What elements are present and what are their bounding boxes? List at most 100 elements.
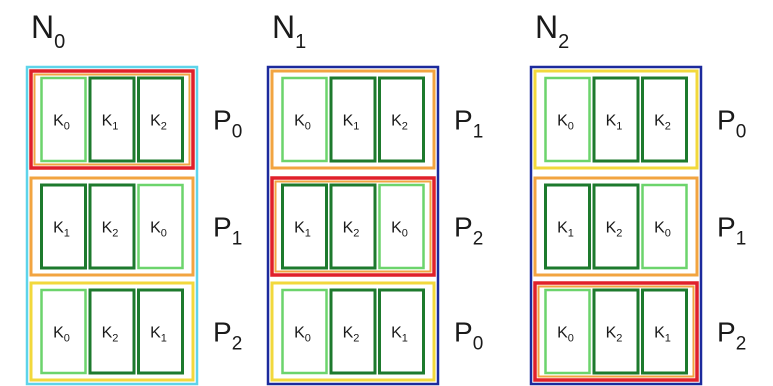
key-cell: K0 bbox=[281, 76, 328, 163]
partition-band-inner bbox=[537, 285, 695, 378]
key-label: K1 bbox=[654, 325, 671, 345]
partition-label: P2 bbox=[717, 317, 746, 355]
key-cell-box bbox=[137, 76, 184, 163]
partition-label: P1 bbox=[717, 212, 746, 250]
key-cell-box bbox=[88, 183, 136, 270]
key-label: K2 bbox=[102, 325, 119, 345]
key-label: K1 bbox=[294, 220, 311, 240]
key-cell-box bbox=[281, 183, 328, 270]
key-label: K0 bbox=[294, 113, 311, 133]
partition-band bbox=[29, 69, 195, 170]
key-cell: K1 bbox=[137, 288, 184, 375]
key-cell-box bbox=[378, 288, 425, 375]
key-cell: K1 bbox=[641, 288, 688, 375]
key-cell-box bbox=[329, 76, 377, 163]
key-cell: K2 bbox=[329, 183, 377, 270]
key-label: K0 bbox=[391, 220, 408, 240]
key-label: K0 bbox=[557, 113, 574, 133]
key-label: K0 bbox=[294, 325, 311, 345]
key-cell-box bbox=[378, 76, 425, 163]
partition-label: P0 bbox=[454, 317, 483, 355]
key-label: K2 bbox=[150, 113, 167, 133]
partition-band bbox=[270, 281, 436, 382]
partition-band-inner bbox=[274, 180, 432, 273]
key-label: K2 bbox=[606, 220, 623, 240]
partition-band bbox=[533, 69, 699, 170]
key-label: K1 bbox=[53, 220, 70, 240]
node-outline bbox=[25, 65, 199, 386]
partition-label: P0 bbox=[213, 105, 242, 143]
key-label: K2 bbox=[343, 325, 360, 345]
key-cell: K2 bbox=[329, 288, 377, 375]
key-cell: K1 bbox=[329, 76, 377, 163]
key-cell-box bbox=[592, 76, 640, 163]
key-cell: K0 bbox=[137, 183, 184, 270]
key-cell: K1 bbox=[281, 183, 328, 270]
key-label: K1 bbox=[606, 113, 623, 133]
key-cell: K1 bbox=[544, 183, 591, 270]
key-cell: K1 bbox=[88, 76, 136, 163]
key-cell-box bbox=[544, 183, 591, 270]
key-cell-box bbox=[544, 76, 591, 163]
partition-row: K1 K2 K0 P1 bbox=[29, 176, 242, 277]
partition-row: K0 K2 K1 P2 bbox=[533, 281, 746, 382]
node-title: N0 bbox=[31, 9, 65, 53]
key-label: K1 bbox=[150, 325, 167, 345]
node-outline bbox=[266, 65, 440, 386]
key-cell-box bbox=[88, 76, 136, 163]
key-cell: K2 bbox=[88, 183, 136, 270]
key-cell: K0 bbox=[544, 76, 591, 163]
key-cell-box bbox=[641, 288, 688, 375]
key-cell: K0 bbox=[378, 183, 425, 270]
key-label: K0 bbox=[654, 220, 671, 240]
key-label: K2 bbox=[343, 220, 360, 240]
key-cell: K0 bbox=[641, 183, 688, 270]
key-label: K1 bbox=[102, 113, 119, 133]
key-cell-box bbox=[329, 288, 377, 375]
key-cell-box bbox=[137, 288, 184, 375]
key-cell: K2 bbox=[592, 183, 640, 270]
partition-label: P2 bbox=[213, 317, 242, 355]
key-cell: K0 bbox=[40, 76, 87, 163]
partition-row: K1 K2 K0 P1 bbox=[533, 176, 746, 277]
node-title: N2 bbox=[535, 9, 569, 53]
partition-row: K1 K2 K0 P2 bbox=[270, 176, 483, 277]
key-cell-box bbox=[641, 76, 688, 163]
partition-label: P1 bbox=[454, 105, 483, 143]
key-cell: K0 bbox=[40, 288, 87, 375]
key-cell: K2 bbox=[88, 288, 136, 375]
partition-band bbox=[270, 176, 436, 277]
key-cell-box bbox=[281, 76, 328, 163]
partition-label: P1 bbox=[213, 212, 242, 250]
key-cell-box bbox=[329, 183, 377, 270]
node-n2: N2 K0 K1 K2 P0 K1 K2 K0 P1 K0 K2 K1 P2 bbox=[529, 9, 746, 386]
partition-band bbox=[533, 281, 699, 382]
key-cell: K2 bbox=[592, 288, 640, 375]
key-cell-box bbox=[544, 288, 591, 375]
node-title: N1 bbox=[272, 9, 306, 53]
partition-row: K0 K2 K1 P0 bbox=[270, 281, 483, 382]
key-cell-box bbox=[137, 183, 184, 270]
key-label: K0 bbox=[53, 325, 70, 345]
partition-row: K0 K1 K2 P0 bbox=[533, 69, 746, 170]
key-cell: K2 bbox=[641, 76, 688, 163]
partition-row: K0 K1 K2 P1 bbox=[270, 69, 483, 170]
key-cell-box bbox=[592, 288, 640, 375]
key-label: K1 bbox=[391, 325, 408, 345]
key-cell: K1 bbox=[592, 76, 640, 163]
partition-band bbox=[29, 176, 195, 277]
key-cell-box bbox=[378, 183, 425, 270]
partition-band bbox=[29, 281, 195, 382]
node-outline bbox=[529, 65, 703, 386]
key-cell-box bbox=[592, 183, 640, 270]
key-cell-box bbox=[281, 288, 328, 375]
key-label: K1 bbox=[557, 220, 574, 240]
key-cell: K2 bbox=[137, 76, 184, 163]
key-label: K2 bbox=[606, 325, 623, 345]
key-cell-box bbox=[40, 76, 87, 163]
key-cell: K0 bbox=[544, 288, 591, 375]
key-cell: K0 bbox=[281, 288, 328, 375]
key-label: K2 bbox=[102, 220, 119, 240]
key-cell-box bbox=[641, 183, 688, 270]
